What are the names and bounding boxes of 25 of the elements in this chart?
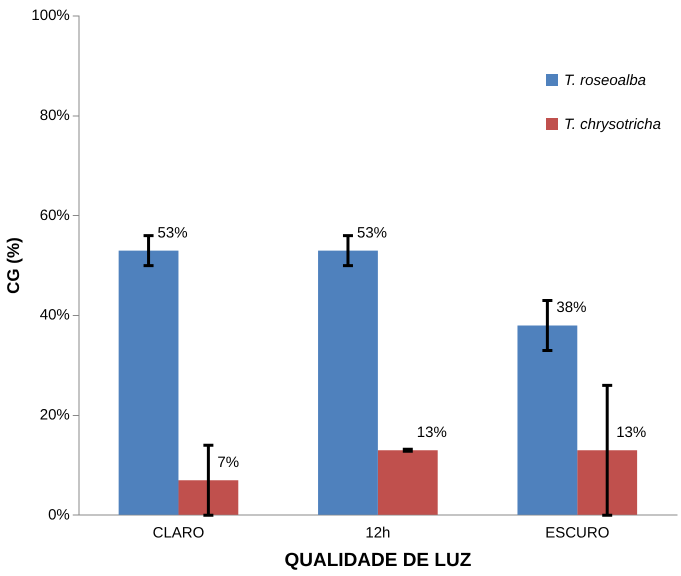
- bar: [178, 480, 238, 515]
- y-tick-label: 20%: [40, 406, 70, 424]
- data-label: 13%: [616, 424, 646, 441]
- data-label: 53%: [158, 224, 188, 242]
- y-tick-label: 60%: [40, 206, 70, 224]
- y-tick-label: 80%: [40, 106, 70, 124]
- bar: [118, 250, 178, 515]
- bar: [517, 326, 578, 515]
- x-axis-title: QUALIDADE DE LUZ: [284, 550, 472, 571]
- y-axis-title: CG (%): [4, 237, 23, 294]
- data-label: 7%: [217, 454, 240, 471]
- x-tick-label: ESCURO: [545, 524, 610, 542]
- data-label: 13%: [416, 424, 447, 441]
- x-tick-label: 12h: [365, 524, 390, 542]
- x-tick-label: CLARO: [152, 524, 204, 542]
- y-tick-label: 0%: [48, 506, 70, 524]
- bar: [318, 250, 378, 515]
- y-tick-label: 100%: [31, 7, 70, 24]
- data-label: 38%: [556, 299, 586, 316]
- bar: [378, 450, 438, 515]
- data-label: 53%: [356, 224, 387, 242]
- legend-label: T. roseoalba: [564, 72, 646, 88]
- bar: [577, 450, 638, 515]
- legend-label: T. chrysotricha: [564, 116, 661, 132]
- y-tick-label: 40%: [40, 306, 70, 324]
